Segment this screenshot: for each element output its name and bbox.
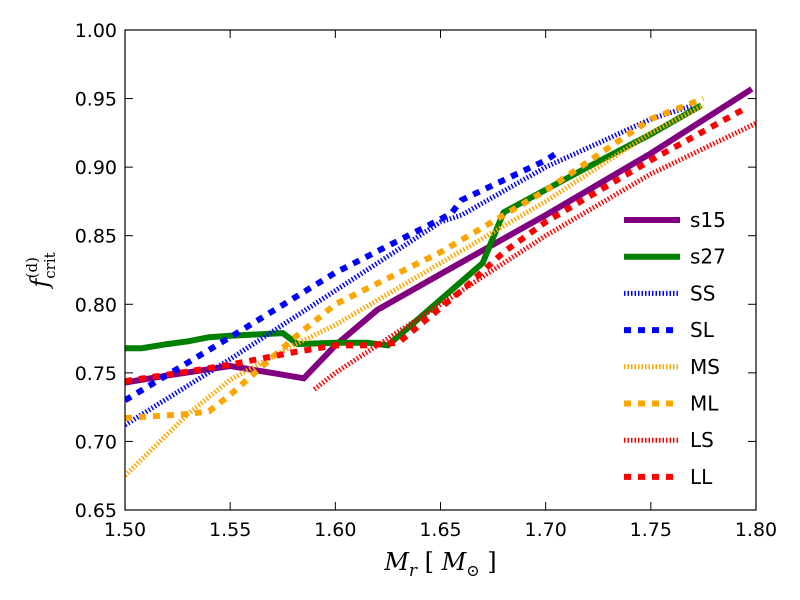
series-line-ml xyxy=(125,95,705,422)
y-tick-label: 0.95 xyxy=(75,89,117,111)
y-tick-label: 0.75 xyxy=(75,363,117,385)
x-tick-label: 1.75 xyxy=(630,519,672,541)
y-tick-label: 0.85 xyxy=(75,226,117,248)
series-line-s27 xyxy=(125,102,703,352)
x-tick-label: 1.65 xyxy=(419,519,461,541)
x-tick-label: 1.80 xyxy=(735,519,777,541)
x-tick-label: 1.55 xyxy=(209,519,251,541)
x-axis-label: Mr [ M⊙ ] xyxy=(383,548,496,581)
series-line-ll xyxy=(125,105,747,385)
legend-label-s15: s15 xyxy=(690,208,726,232)
y-tick-label: 0.65 xyxy=(75,500,117,522)
series-line-ss xyxy=(125,103,694,428)
series-line-ms xyxy=(125,103,705,478)
legend-label-s27: s27 xyxy=(690,245,726,269)
x-tick-label: 1.70 xyxy=(525,519,567,541)
legend-label-ml: ML xyxy=(690,392,719,416)
series-line-ls xyxy=(312,121,756,392)
x-tick-label: 1.60 xyxy=(314,519,356,541)
legend-label-ms: MS xyxy=(690,355,720,379)
y-tick-label: 0.90 xyxy=(75,157,117,179)
legend-label-ls: LS xyxy=(690,428,714,452)
y-axis-label: fcrit(d) xyxy=(23,252,59,289)
y-tick-label: 1.00 xyxy=(75,20,117,42)
legend-label-ss: SS xyxy=(690,281,715,305)
y-tick-label: 0.70 xyxy=(75,431,117,453)
plot-background xyxy=(125,30,756,510)
y-tick-label: 0.80 xyxy=(75,294,117,316)
legend-label-ll: LL xyxy=(690,465,713,489)
legend-label-sl: SL xyxy=(690,318,715,342)
x-tick-label: 1.50 xyxy=(104,519,146,541)
